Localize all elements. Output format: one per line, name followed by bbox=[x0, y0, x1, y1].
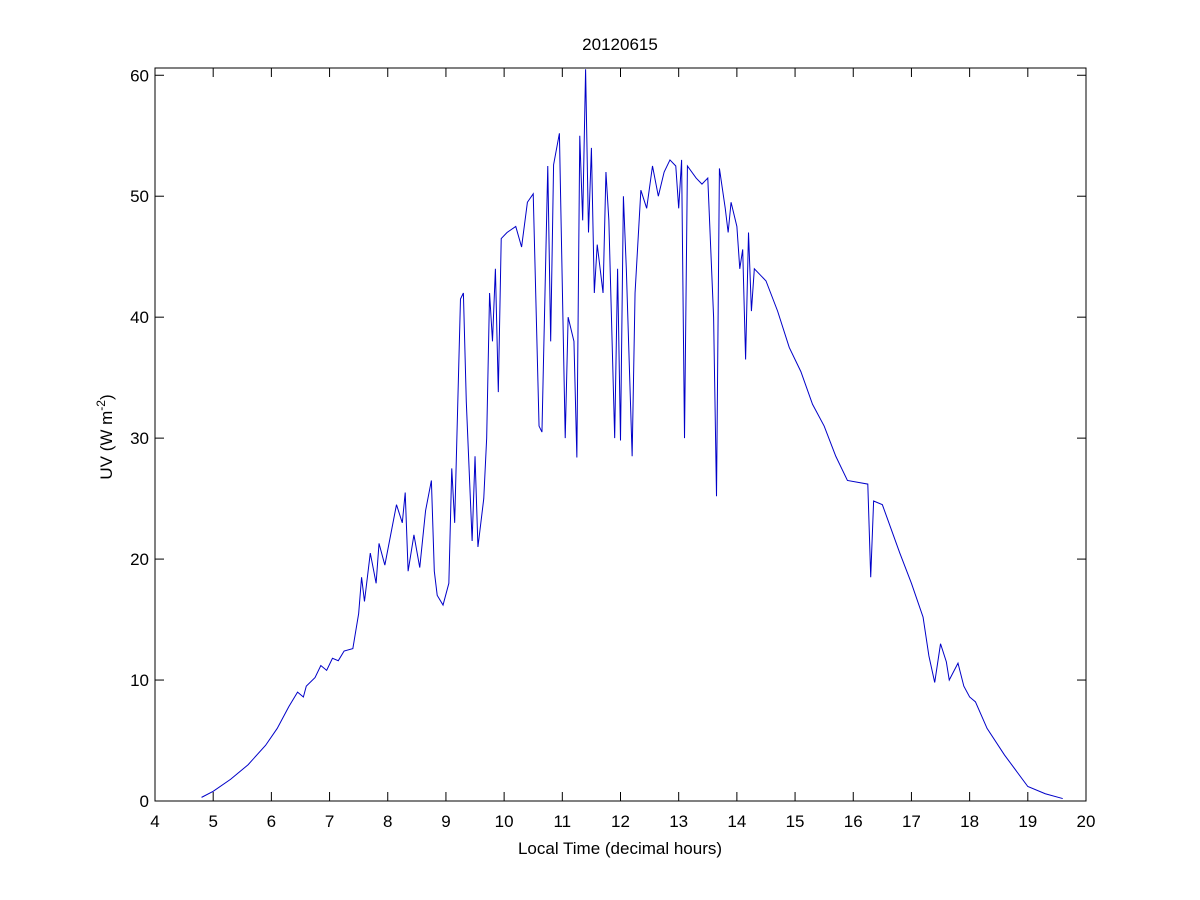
x-tick-label: 7 bbox=[325, 812, 334, 831]
y-tick-label: 20 bbox=[130, 550, 149, 569]
y-axis-label: UV (W m-2) bbox=[94, 394, 116, 479]
x-tick-label: 11 bbox=[553, 812, 571, 831]
uv-line bbox=[201, 69, 1063, 800]
x-tick-label: 10 bbox=[495, 812, 514, 831]
y-tick-label: 0 bbox=[140, 792, 149, 811]
x-tick-label: 20 bbox=[1077, 812, 1096, 831]
x-tick-label: 14 bbox=[727, 812, 746, 831]
chart-title: 20120615 bbox=[582, 35, 658, 54]
x-tick-label: 15 bbox=[786, 812, 805, 831]
y-tick-label: 40 bbox=[130, 308, 149, 327]
y-label-text: UV (W m bbox=[97, 411, 116, 480]
y-tick-label: 60 bbox=[130, 66, 149, 85]
x-tick-label: 12 bbox=[611, 812, 630, 831]
x-tick-label: 17 bbox=[902, 812, 921, 831]
x-tick-label: 6 bbox=[267, 812, 276, 831]
x-axis-label: Local Time (decimal hours) bbox=[518, 839, 722, 858]
x-tick-label: 16 bbox=[844, 812, 863, 831]
y-label-suffix: ) bbox=[97, 394, 116, 400]
x-tick-label: 4 bbox=[150, 812, 159, 831]
y-tick-label: 50 bbox=[130, 187, 149, 206]
y-tick-label: 10 bbox=[130, 671, 149, 690]
x-tick-label: 19 bbox=[1018, 812, 1037, 831]
x-tick-label: 5 bbox=[208, 812, 217, 831]
x-tick-label: 8 bbox=[383, 812, 392, 831]
y-label-sup: -2 bbox=[94, 400, 108, 411]
x-tick-label: 18 bbox=[960, 812, 979, 831]
x-tick-label: 9 bbox=[441, 812, 450, 831]
x-tick-label: 13 bbox=[669, 812, 688, 831]
y-tick-label: 30 bbox=[130, 429, 149, 448]
